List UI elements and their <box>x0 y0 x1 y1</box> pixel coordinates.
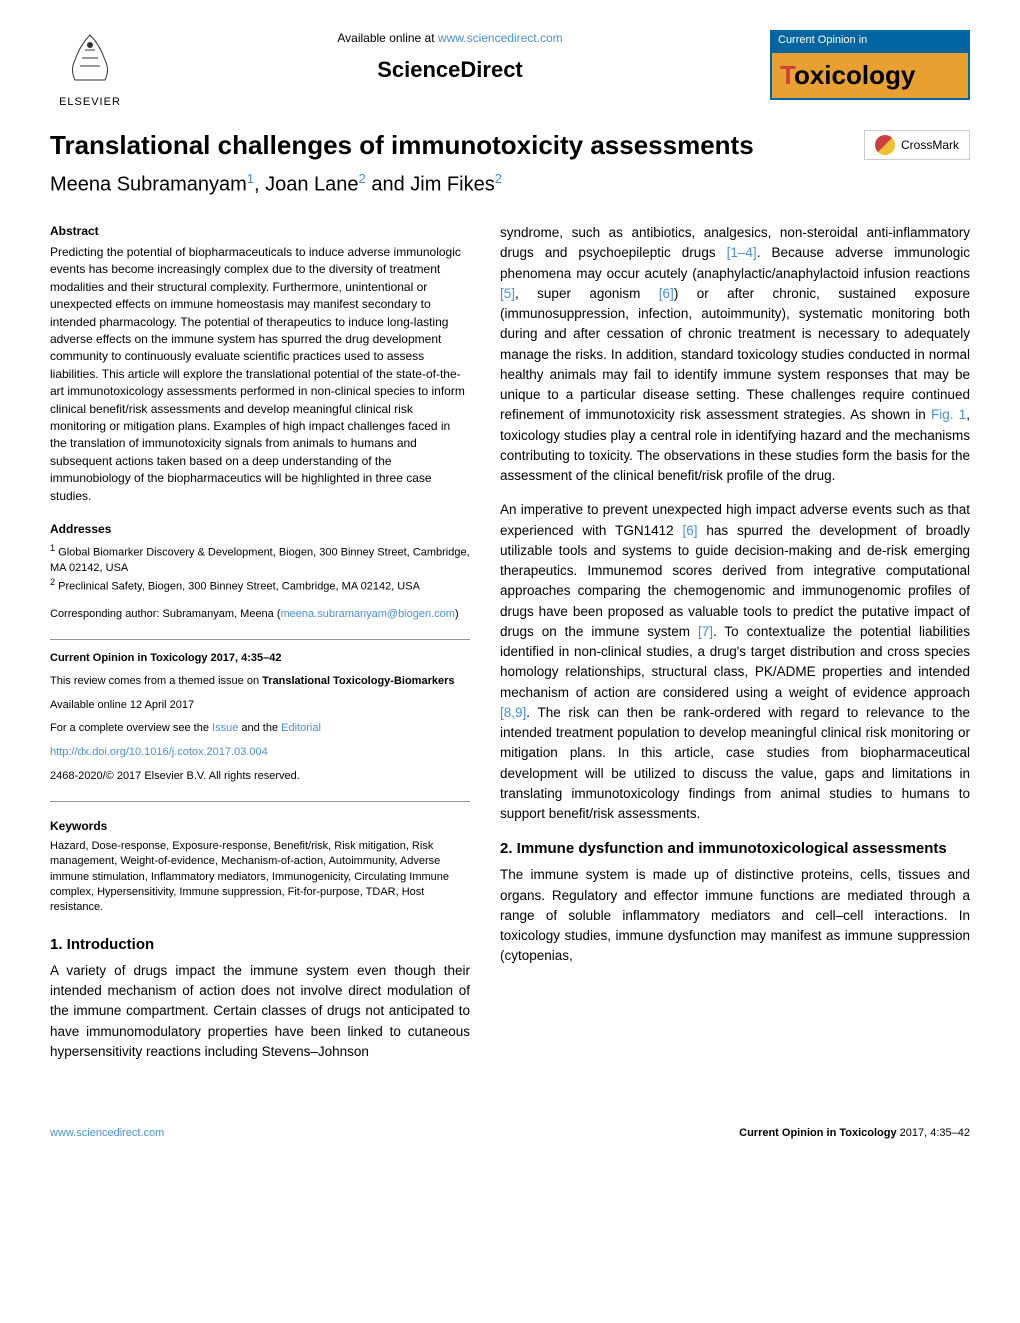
address-2-text: Preclinical Safety, Biogen, 300 Binney S… <box>58 581 420 593</box>
page-header: ELSEVIER Available online at www.science… <box>50 30 970 110</box>
ref-1-4[interactable]: [1–4] <box>727 245 757 260</box>
badge-oxicology: oxicology <box>794 60 915 90</box>
p1-seg-d: ) or after chronic, sustained exposure (… <box>500 286 970 423</box>
p2-seg-b: has spurred the development of broadly u… <box>500 523 970 639</box>
sciencedirect-heading: ScienceDirect <box>130 55 770 86</box>
intro-paragraph-1: A variety of drugs impact the immune sys… <box>50 961 470 1062</box>
title-row: Translational challenges of immunotoxici… <box>50 130 970 161</box>
address-2: 2 Preclinical Safety, Biogen, 300 Binney… <box>50 576 470 595</box>
corresponding-label: Corresponding author: Subramanyam, Meena… <box>50 608 281 620</box>
author-2: , Joan Lane <box>254 173 359 195</box>
addresses-block: 1 Global Biomarker Discovery & Developme… <box>50 542 470 595</box>
overview-line: For a complete overview see the Issue an… <box>50 720 470 738</box>
right-paragraph-2: An imperative to prevent unexpected high… <box>500 500 970 824</box>
ref-6a[interactable]: [6] <box>659 286 674 301</box>
right-column: syndrome, such as antibiotics, analgesic… <box>500 223 970 1076</box>
footer-journal: Current Opinion in Toxicology <box>739 1127 896 1139</box>
corresponding-email-link[interactable]: meena.subramanyam@biogen.com <box>281 608 455 620</box>
available-online-text: Available online at www.sciencedirect.co… <box>130 30 770 47</box>
address-1-text: Global Biomarker Discovery & Development… <box>50 546 470 573</box>
addresses-heading: Addresses <box>50 521 470 538</box>
doi-link[interactable]: http://dx.doi.org/10.1016/j.cotox.2017.0… <box>50 746 268 758</box>
ref-6b[interactable]: [6] <box>683 523 698 538</box>
info-box: Current Opinion in Toxicology 2017, 4:35… <box>50 639 470 803</box>
abstract-text: Predicting the potential of biopharmaceu… <box>50 244 470 505</box>
affiliation-sup-2: 2 <box>359 171 366 186</box>
article-title: Translational challenges of immunotoxici… <box>50 130 754 161</box>
crossmark-label: CrossMark <box>901 137 959 154</box>
editorial-link[interactable]: Editorial <box>281 722 321 734</box>
corresponding-author: Corresponding author: Subramanyam, Meena… <box>50 607 470 622</box>
elsevier-logo: ELSEVIER <box>50 30 130 110</box>
crossmark-icon <box>875 135 895 155</box>
crossmark-button[interactable]: CrossMark <box>864 130 970 160</box>
and-text: and the <box>238 722 281 734</box>
available-label: Available online at <box>337 31 438 45</box>
keywords-heading: Keywords <box>50 818 470 835</box>
sciencedirect-url-link[interactable]: www.sciencedirect.com <box>438 31 563 45</box>
doi-line: http://dx.doi.org/10.1016/j.cotox.2017.0… <box>50 744 470 762</box>
left-column: Abstract Predicting the potential of bio… <box>50 223 470 1076</box>
themed-title: Translational Toxicology-Biomarkers <box>262 675 454 687</box>
page-footer: www.sciencedirect.com Current Opinion in… <box>50 1116 970 1141</box>
section-2-heading: 2. Immune dysfunction and immunotoxicolo… <box>500 838 970 859</box>
themed-issue-line: This review comes from a themed issue on… <box>50 673 470 691</box>
ref-8-9[interactable]: [8,9] <box>500 705 526 720</box>
abstract-heading: Abstract <box>50 223 470 240</box>
fig-1-link[interactable]: Fig. 1 <box>931 407 966 422</box>
author-1: Meena Subramanyam <box>50 173 247 195</box>
authors-line: Meena Subramanyam1, Joan Lane2 and Jim F… <box>50 170 970 199</box>
p2-seg-d: . The risk can then be rank-ordered with… <box>500 705 970 821</box>
section-2-paragraph-1: The immune system is made up of distinct… <box>500 865 970 966</box>
citation-text: Current Opinion in Toxicology 2017, 4:35… <box>50 652 281 664</box>
corresponding-close: ) <box>455 608 459 620</box>
affiliation-sup-3: 2 <box>495 171 502 186</box>
right-paragraph-1: syndrome, such as antibiotics, analgesic… <box>500 223 970 486</box>
p1-seg-c: , super agonism <box>515 286 659 301</box>
author-3: and Jim Fikes <box>366 173 495 195</box>
elsevier-tree-icon <box>50 30 130 93</box>
elsevier-label: ELSEVIER <box>50 95 130 110</box>
affiliation-sup-1: 1 <box>247 171 254 186</box>
overview-prefix: For a complete overview see the <box>50 722 212 734</box>
issue-link[interactable]: Issue <box>212 722 238 734</box>
journal-badge: Current Opinion in Toxicology <box>770 30 970 100</box>
address-1: 1 Global Biomarker Discovery & Developme… <box>50 542 470 576</box>
two-column-layout: Abstract Predicting the potential of bio… <box>50 223 970 1076</box>
keywords-text: Hazard, Dose-response, Exposure-response… <box>50 839 470 916</box>
center-header: Available online at www.sciencedirect.co… <box>130 30 770 86</box>
copyright-line: 2468-2020/© 2017 Elsevier B.V. All right… <box>50 768 470 786</box>
ref-5[interactable]: [5] <box>500 286 515 301</box>
badge-bottom-text: Toxicology <box>770 51 970 99</box>
introduction-heading: 1. Introduction <box>50 934 470 955</box>
citation-line: Current Opinion in Toxicology 2017, 4:35… <box>50 650 470 668</box>
themed-prefix: This review comes from a themed issue on <box>50 675 262 687</box>
badge-top-text: Current Opinion in <box>770 30 970 51</box>
footer-citation: Current Opinion in Toxicology 2017, 4:35… <box>739 1126 970 1141</box>
footer-url-link[interactable]: www.sciencedirect.com <box>50 1126 164 1141</box>
online-date: Available online 12 April 2017 <box>50 697 470 715</box>
footer-pages: 2017, 4:35–42 <box>897 1127 970 1139</box>
ref-7[interactable]: [7] <box>698 624 713 639</box>
